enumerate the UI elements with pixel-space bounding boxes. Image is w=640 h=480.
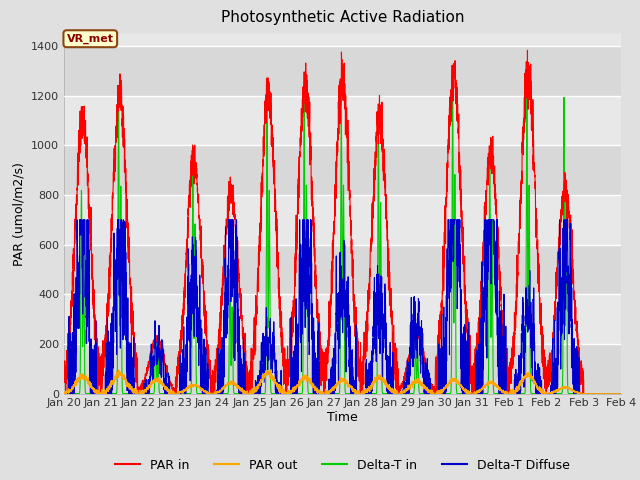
Bar [64, 344, 621, 394]
Title: Photosynthetic Active Radiation: Photosynthetic Active Radiation [221, 11, 464, 25]
Bar [64, 145, 621, 195]
Bar [64, 46, 621, 96]
Y-axis label: PAR (umol/m2/s): PAR (umol/m2/s) [12, 162, 26, 265]
Bar [64, 245, 621, 294]
Legend: PAR in, PAR out, Delta-T in, Delta-T Diffuse: PAR in, PAR out, Delta-T in, Delta-T Dif… [109, 454, 575, 477]
Text: VR_met: VR_met [67, 34, 114, 44]
X-axis label: Time: Time [327, 411, 358, 424]
